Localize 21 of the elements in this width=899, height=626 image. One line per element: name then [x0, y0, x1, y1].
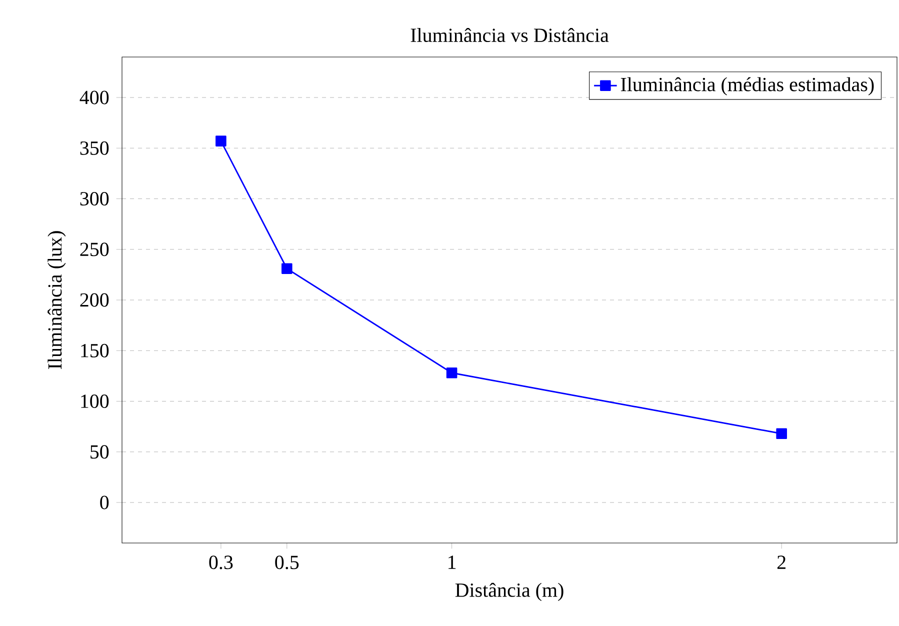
- y-tick-label: 200: [80, 293, 109, 307]
- y-tick-label: 50: [90, 445, 109, 459]
- y-tick-label: 150: [81, 344, 109, 358]
- y-tick-label: 0: [100, 496, 109, 510]
- chart-title: Iluminância vs Distância: [410, 28, 609, 42]
- legend-label: Iluminância (médias estimadas): [620, 77, 874, 96]
- point: [216, 136, 226, 146]
- x-tick-label: 0.3: [209, 556, 233, 570]
- y-tick-label: 100: [81, 394, 109, 408]
- point: [776, 428, 787, 440]
- y-tick-label: 300: [80, 192, 109, 206]
- x-tick-label: 1: [448, 556, 456, 569]
- x-tick-label: 2: [777, 556, 786, 569]
- y-tick-label: 400: [80, 90, 109, 104]
- x-axis-title: Distância (m): [455, 582, 564, 601]
- y-tick-label: 250: [80, 242, 109, 256]
- point: [446, 367, 458, 378]
- x-tick-label: 0.5: [275, 556, 299, 570]
- y-axis-title: Iluminância (lux): [48, 231, 66, 369]
- y-tick-label: 350: [80, 141, 109, 155]
- point: [282, 263, 292, 274]
